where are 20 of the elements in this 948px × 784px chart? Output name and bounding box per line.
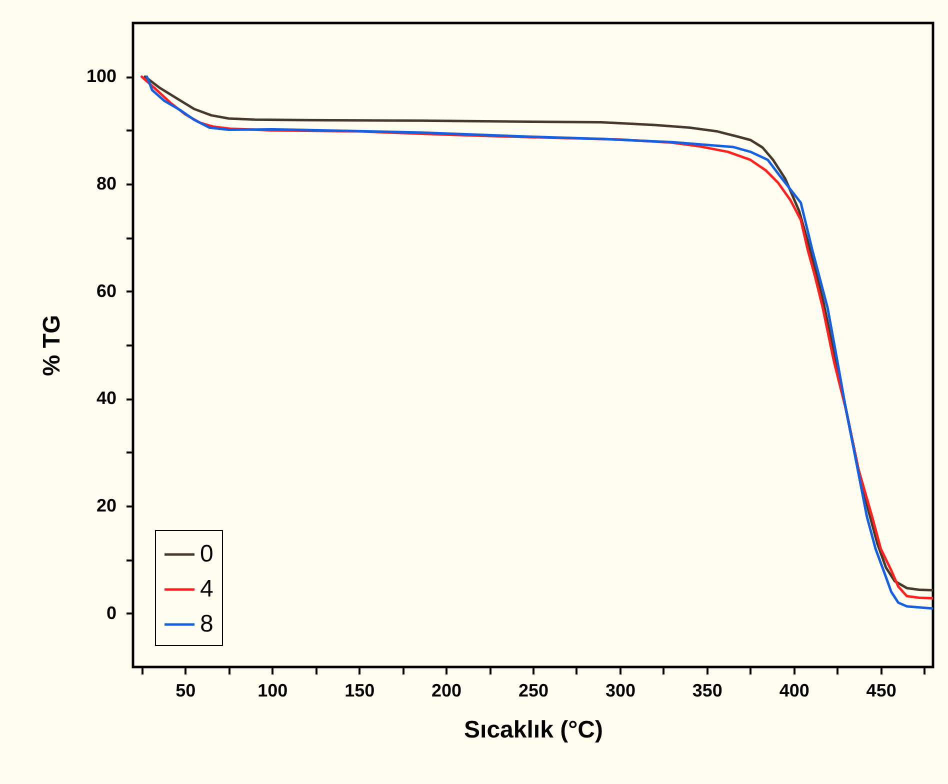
x-tick-label: 350	[692, 680, 722, 700]
x-tick-label: 50	[176, 680, 196, 700]
x-tick-label: 400	[779, 680, 810, 700]
x-tick-label: 150	[344, 680, 375, 700]
legend-label: 4	[200, 576, 214, 602]
y-tick-label: 100	[86, 66, 116, 86]
y-tick-label: 40	[96, 388, 116, 408]
y-tick-label: 0	[106, 602, 116, 623]
legend-label: 8	[200, 610, 214, 638]
y-tick-label: 80	[96, 174, 116, 194]
legend-label: 0	[200, 540, 214, 568]
x-axis-title: Sıcaklık (°C)	[464, 716, 603, 744]
x-tick-label: 450	[866, 680, 896, 700]
y-tick-label: 60	[96, 280, 116, 301]
x-tick-label: 300	[605, 680, 636, 700]
x-tick-label: 250	[518, 680, 549, 700]
y-axis-title: % TG	[38, 314, 66, 376]
x-tick-label: 200	[432, 680, 462, 700]
x-tick-label: 100	[258, 680, 288, 700]
y-tick-label: 20	[96, 496, 116, 516]
